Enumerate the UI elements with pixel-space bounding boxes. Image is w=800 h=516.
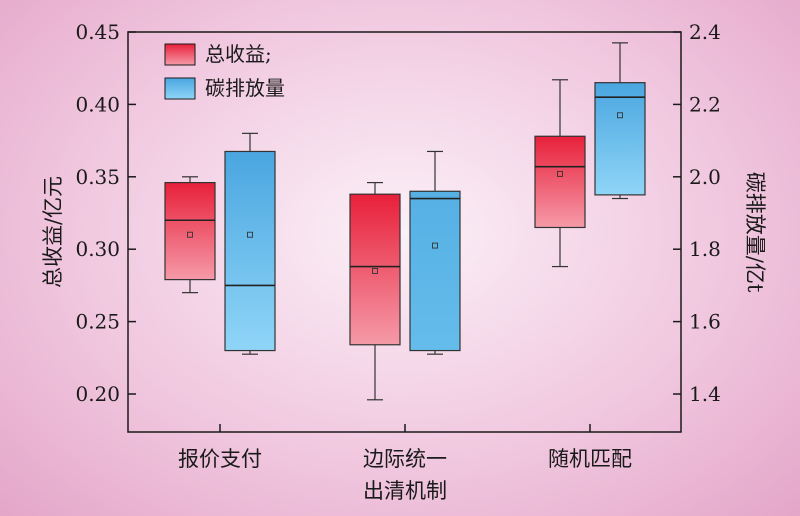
box-iqr (349, 193, 401, 346)
right-tick-label: 2.4 (689, 20, 721, 44)
x-tick-label: 出清机制 (363, 479, 447, 503)
left-axis-title: 总收益/亿元 (41, 176, 65, 288)
mean-marker (557, 170, 563, 177)
x-tick-label: 边际统一 (363, 447, 447, 471)
box-iqr (409, 190, 461, 352)
right-tick-label: 1.8 (689, 237, 721, 261)
left-tick-label: 0.20 (75, 382, 120, 406)
box-iqr (224, 150, 276, 352)
legend-label-revenue: 总收益; (205, 42, 272, 66)
x-tick-label: 随机匹配 (548, 447, 632, 471)
left-tick-label: 0.25 (75, 310, 120, 334)
box-series (164, 42, 646, 401)
left-tick-label: 0.45 (75, 20, 120, 44)
right-tick-label: 2.0 (689, 165, 721, 189)
legend-swatch-revenue (164, 43, 196, 66)
legend-label-carbon: 碳排放量 (205, 76, 285, 100)
right-axis: 1.4 1.6 1.8 2.0 2.2 2.4 (673, 20, 721, 406)
box-iqr (164, 181, 216, 281)
left-tick-label: 0.40 (75, 92, 120, 116)
right-tick-label: 1.4 (689, 382, 721, 406)
mean-marker (247, 231, 253, 238)
left-tick-label: 0.30 (75, 237, 120, 261)
left-tick-label: 0.35 (75, 165, 120, 189)
mean-marker (187, 231, 193, 238)
legend-swatch-carbon (164, 77, 196, 100)
right-tick-label: 1.6 (689, 310, 721, 334)
mean-marker (617, 112, 623, 119)
box-iqr (534, 135, 586, 229)
legend: 总收益; 碳排放量 (164, 42, 285, 100)
right-tick-label: 2.2 (689, 92, 721, 116)
mean-marker (372, 267, 378, 274)
box-iqr (594, 82, 646, 196)
left-axis: 0.20 0.25 0.30 0.35 0.40 0.45 (75, 20, 136, 406)
mean-marker (432, 242, 438, 249)
right-axis-title: 碳排放量/亿t (743, 172, 767, 293)
x-tick-label: 报价支付 (178, 447, 262, 471)
